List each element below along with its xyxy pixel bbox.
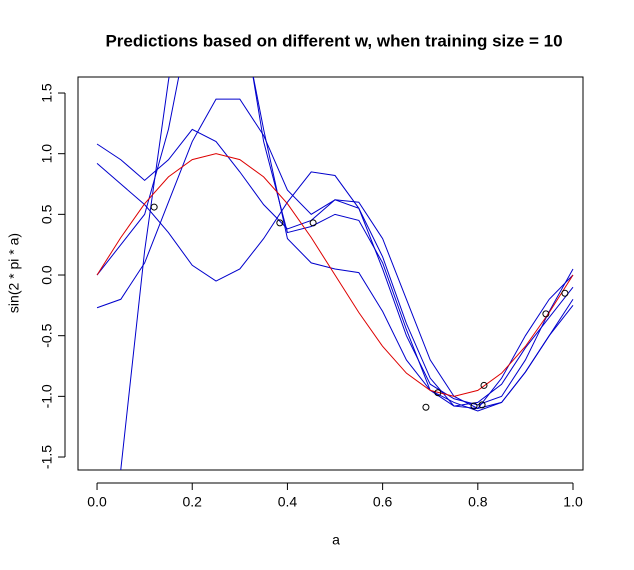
chart-title: Predictions based on different w, when t… xyxy=(105,31,562,50)
data-point xyxy=(561,289,569,297)
y-axis-label: sin(2 * pi * a) xyxy=(6,233,22,313)
curve xyxy=(120,77,574,470)
data-point xyxy=(542,310,550,318)
x-tick-label: 0.0 xyxy=(87,494,107,510)
curve xyxy=(96,153,574,397)
curve xyxy=(96,163,574,406)
x-tick-label: 0.8 xyxy=(468,494,488,510)
plot-area xyxy=(96,77,574,470)
data-point xyxy=(434,389,442,397)
data-point xyxy=(422,403,430,411)
data-point xyxy=(276,219,284,227)
data-point xyxy=(480,381,488,389)
y-tick-label: 1.5 xyxy=(39,83,55,103)
x-tick-label: 0.2 xyxy=(182,494,202,510)
data-point xyxy=(309,219,317,227)
y-tick-label: -1.0 xyxy=(39,384,55,408)
y-tick-label: 0.0 xyxy=(39,265,55,285)
y-tick-label: -0.5 xyxy=(39,323,55,347)
y-tick-label: -1.5 xyxy=(39,445,55,469)
x-tick-label: 0.4 xyxy=(278,494,298,510)
data-point xyxy=(478,401,486,409)
y-tick-label: 1.0 xyxy=(39,144,55,164)
x-tick-label: 1.0 xyxy=(563,494,583,510)
x-axis-label: a xyxy=(332,532,340,548)
curve xyxy=(96,98,574,410)
data-point xyxy=(150,203,158,211)
y-tick-label: 0.5 xyxy=(39,204,55,224)
plot-frame xyxy=(77,76,584,471)
curve xyxy=(96,77,574,412)
data-point xyxy=(470,402,478,410)
x-tick-label: 0.6 xyxy=(373,494,393,510)
